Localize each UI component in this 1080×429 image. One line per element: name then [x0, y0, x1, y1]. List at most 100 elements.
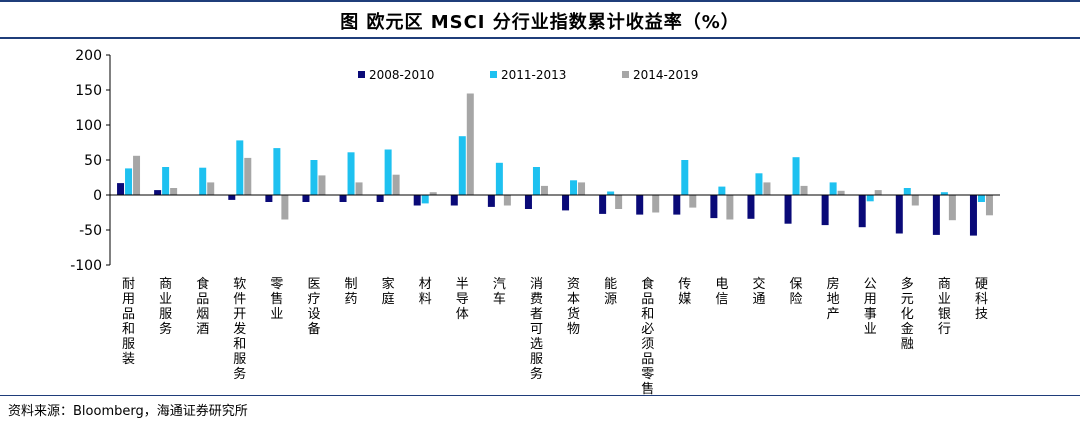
- legend-label-2011-2013: 2011-2013: [501, 68, 566, 82]
- bar-2008-2010-22: [932, 195, 940, 235]
- bar-2014-2019-21: [911, 195, 919, 206]
- bar-2011-2013-23: [977, 195, 985, 202]
- bar-2008-2010-8: [413, 195, 421, 206]
- bar-2014-2019-23: [985, 195, 993, 216]
- bar-2014-2019-5: [318, 175, 326, 195]
- bar-2008-2010-7: [376, 195, 384, 202]
- bar-2014-2019-10: [503, 195, 511, 206]
- bar-2008-2010-19: [821, 195, 829, 226]
- bar-2014-2019-6: [355, 182, 363, 195]
- category-label: 保险: [790, 277, 803, 307]
- bar-2008-2010-9: [450, 195, 458, 206]
- bar-2014-2019-18: [800, 185, 808, 195]
- bar-2014-2019-22: [948, 195, 956, 221]
- bar-2008-2010-11: [524, 195, 532, 209]
- bar-2014-2019-19: [837, 190, 845, 195]
- category-label: 能源: [604, 277, 617, 307]
- bar-2008-2010-16: [710, 195, 718, 219]
- y-tick-label: -100: [70, 258, 102, 274]
- category-label: 消费者可选服务: [530, 277, 543, 382]
- title-bottom-rule: [0, 37, 1080, 39]
- bar-2011-2013-1: [162, 167, 170, 195]
- bar-2011-2013-11: [532, 167, 540, 195]
- category-label: 半导体: [456, 277, 469, 322]
- category-label: 交通: [752, 276, 765, 307]
- bar-2011-2013-15: [681, 160, 689, 195]
- category-label: 电信: [715, 277, 728, 307]
- bar-2011-2013-16: [718, 186, 726, 195]
- bar-2011-2013-8: [421, 195, 429, 204]
- category-label: 房地产: [827, 276, 840, 322]
- bar-2014-2019-8: [429, 192, 437, 195]
- bar-2008-2010-5: [302, 195, 310, 202]
- category-label: 医疗设备: [307, 277, 320, 337]
- bar-2011-2013-2: [199, 167, 207, 195]
- bar-2011-2013-5: [310, 160, 318, 195]
- bar-2014-2019-17: [763, 182, 771, 195]
- bar-2011-2013-12: [570, 180, 578, 195]
- footer-rule: [0, 395, 1080, 396]
- y-tick-label: 0: [93, 188, 102, 204]
- bar-2011-2013-13: [607, 191, 615, 195]
- category-label: 食品烟酒: [196, 276, 209, 337]
- bar-2011-2013-19: [829, 182, 837, 195]
- category-label: 食品和必须品零售: [641, 276, 654, 395]
- bar-2014-2019-13: [615, 195, 623, 209]
- bar-2008-2010-15: [673, 195, 681, 215]
- legend-swatch-2011-2013: [490, 71, 497, 78]
- y-tick-label: 50: [84, 153, 102, 169]
- y-tick-label: 100: [75, 118, 102, 134]
- y-tick-label: 150: [75, 83, 102, 99]
- bar-2014-2019-1: [170, 188, 178, 195]
- category-label: 硬科技: [975, 277, 988, 322]
- category-label: 材料: [419, 277, 432, 307]
- bar-2008-2010-10: [487, 195, 495, 207]
- bar-2008-2010-20: [858, 195, 866, 228]
- bar-2008-2010-6: [339, 195, 347, 202]
- category-label: 零售业: [270, 277, 283, 322]
- bar-2011-2013-22: [940, 192, 948, 195]
- bar-2008-2010-0: [117, 183, 125, 195]
- bar-2014-2019-0: [133, 155, 141, 195]
- category-label: 制药: [345, 277, 358, 307]
- category-label: 软件开发和服务: [233, 277, 246, 382]
- bar-2011-2013-9: [458, 136, 466, 195]
- bar-2011-2013-0: [125, 168, 133, 195]
- category-label: 汽车: [493, 277, 506, 307]
- category-label: 传媒: [678, 277, 691, 307]
- bar-2014-2019-2: [207, 182, 215, 195]
- bar-2008-2010-23: [969, 195, 977, 236]
- bar-2014-2019-4: [281, 195, 289, 220]
- bar-2011-2013-7: [384, 149, 392, 195]
- bar-2014-2019-15: [689, 195, 697, 208]
- bar-2011-2013-18: [792, 157, 800, 195]
- category-label: 公用事业: [864, 277, 877, 337]
- bar-2008-2010-1: [154, 190, 162, 195]
- title-bar: 图 欧元区 MSCI 分行业指数累计收益率（%）: [0, 0, 1080, 40]
- bar-2008-2010-18: [784, 195, 792, 224]
- category-label: 耐用品和服装: [122, 277, 135, 367]
- category-label: 商业银行: [938, 277, 951, 337]
- bar-2008-2010-17: [747, 195, 755, 219]
- bar-2014-2019-11: [540, 185, 548, 195]
- bar-2008-2010-3: [228, 195, 236, 200]
- bar-2008-2010-14: [636, 195, 644, 215]
- bar-2014-2019-9: [466, 93, 474, 195]
- bar-2014-2019-7: [392, 174, 400, 195]
- category-label: 家庭: [382, 276, 395, 307]
- bar-2008-2010-13: [599, 195, 607, 214]
- bar-2011-2013-21: [903, 188, 911, 195]
- y-tick-label: 200: [75, 48, 102, 64]
- bar-2011-2013-6: [347, 152, 355, 195]
- bar-2008-2010-4: [265, 195, 273, 202]
- bar-2008-2010-12: [562, 195, 570, 211]
- category-label: 资本货物: [567, 277, 580, 337]
- bar-2014-2019-3: [244, 157, 252, 195]
- bar-2011-2013-20: [866, 195, 874, 202]
- legend-swatch-2008-2010: [358, 71, 365, 78]
- bar-2008-2010-21: [895, 195, 903, 234]
- title-top-rule: [0, 0, 1080, 2]
- bar-2011-2013-4: [273, 148, 281, 195]
- chart-title: 图 欧元区 MSCI 分行业指数累计收益率（%）: [340, 12, 740, 33]
- bar-2014-2019-16: [726, 195, 734, 220]
